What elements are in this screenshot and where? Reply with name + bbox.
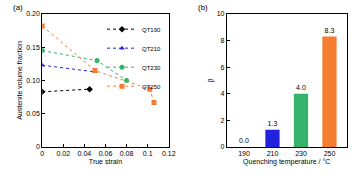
svg-text:0.0: 0.0: [239, 137, 249, 144]
svg-text:0: 0: [36, 143, 40, 150]
svg-text:0.10: 0.10: [26, 77, 40, 84]
svg-text:Austenite volume fraction: Austenite volume fraction: [16, 41, 23, 120]
svg-text:8.3: 8.3: [325, 27, 335, 34]
svg-text:250: 250: [324, 150, 336, 157]
svg-text:0.08: 0.08: [120, 150, 134, 157]
svg-text:QT210: QT210: [142, 46, 161, 52]
svg-text:6: 6: [221, 64, 225, 71]
svg-text:β: β: [207, 78, 215, 82]
svg-text:0: 0: [40, 150, 44, 157]
svg-text:0.15: 0.15: [26, 44, 40, 51]
svg-text:QT250: QT250: [142, 84, 161, 90]
svg-text:8: 8: [221, 37, 225, 44]
svg-text:4.0: 4.0: [296, 84, 306, 91]
svg-text:4: 4: [221, 90, 225, 97]
svg-text:0.12: 0.12: [162, 150, 176, 157]
svg-text:0.05: 0.05: [26, 110, 40, 117]
svg-text:230: 230: [295, 150, 307, 157]
svg-text:True strain: True strain: [89, 158, 122, 165]
svg-text:0.20: 0.20: [26, 10, 40, 17]
svg-text:0: 0: [221, 143, 225, 150]
svg-text:190: 190: [238, 150, 250, 157]
svg-text:(a): (a): [13, 3, 23, 12]
svg-text:10: 10: [217, 10, 225, 17]
svg-text:2: 2: [221, 117, 225, 124]
svg-text:0.04: 0.04: [78, 150, 92, 157]
svg-text:1.3: 1.3: [268, 120, 278, 127]
svg-text:Quenching temperature / °C: Quenching temperature / °C: [243, 158, 330, 166]
svg-text:QT190: QT190: [142, 27, 161, 33]
svg-text:QT230: QT230: [142, 65, 161, 71]
svg-text:0.1: 0.1: [143, 150, 153, 157]
svg-text:210: 210: [267, 150, 279, 157]
svg-text:(b): (b): [198, 3, 208, 12]
svg-text:0.06: 0.06: [99, 150, 113, 157]
svg-text:0.02: 0.02: [56, 150, 70, 157]
